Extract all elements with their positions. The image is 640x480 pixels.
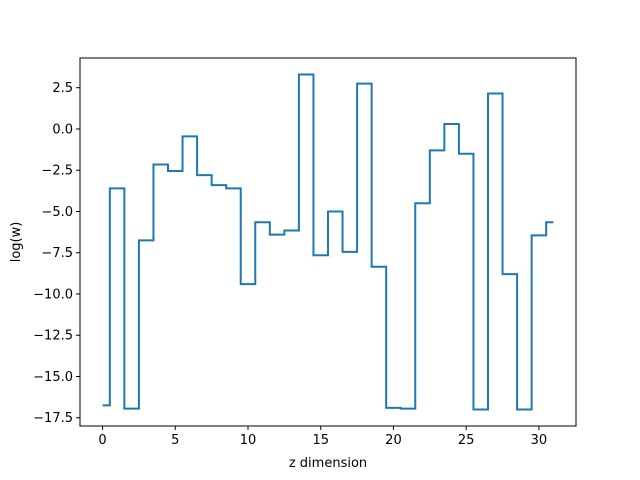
plot-area: [102, 73, 554, 411]
y-tick-label: 0.0: [52, 122, 73, 137]
x-axis-label: z dimension: [289, 456, 367, 471]
y-tick-label: −10.0: [33, 287, 73, 302]
y-tick-label: −2.5: [41, 164, 73, 179]
y-axis-label: log(w): [9, 222, 24, 263]
x-tick-label: 0: [98, 433, 106, 448]
x-tick-label: 25: [458, 433, 475, 448]
y-tick-label: 2.5: [52, 81, 73, 96]
x-tick-label: 10: [240, 433, 257, 448]
x-tick-label: 30: [531, 433, 548, 448]
axes: 0 5 10 15 20 25 30 −17.5 −15.0 −12.5 −10.0 −7.5 −5.0…: [33, 57, 577, 448]
y-tick-label: −7.5: [41, 246, 73, 261]
y-tick-label: −12.5: [33, 329, 73, 344]
y-tick-label: −15.0: [33, 370, 73, 385]
x-tick-label: 15: [312, 433, 329, 448]
plot-frame: [79, 57, 577, 427]
x-tick-label: 20: [385, 433, 402, 448]
y-tick-label: −17.5: [33, 411, 73, 426]
x-tick-label: 5: [171, 433, 179, 448]
y-tick-label: −5.0: [41, 205, 73, 220]
series-line-0: [102, 73, 554, 411]
